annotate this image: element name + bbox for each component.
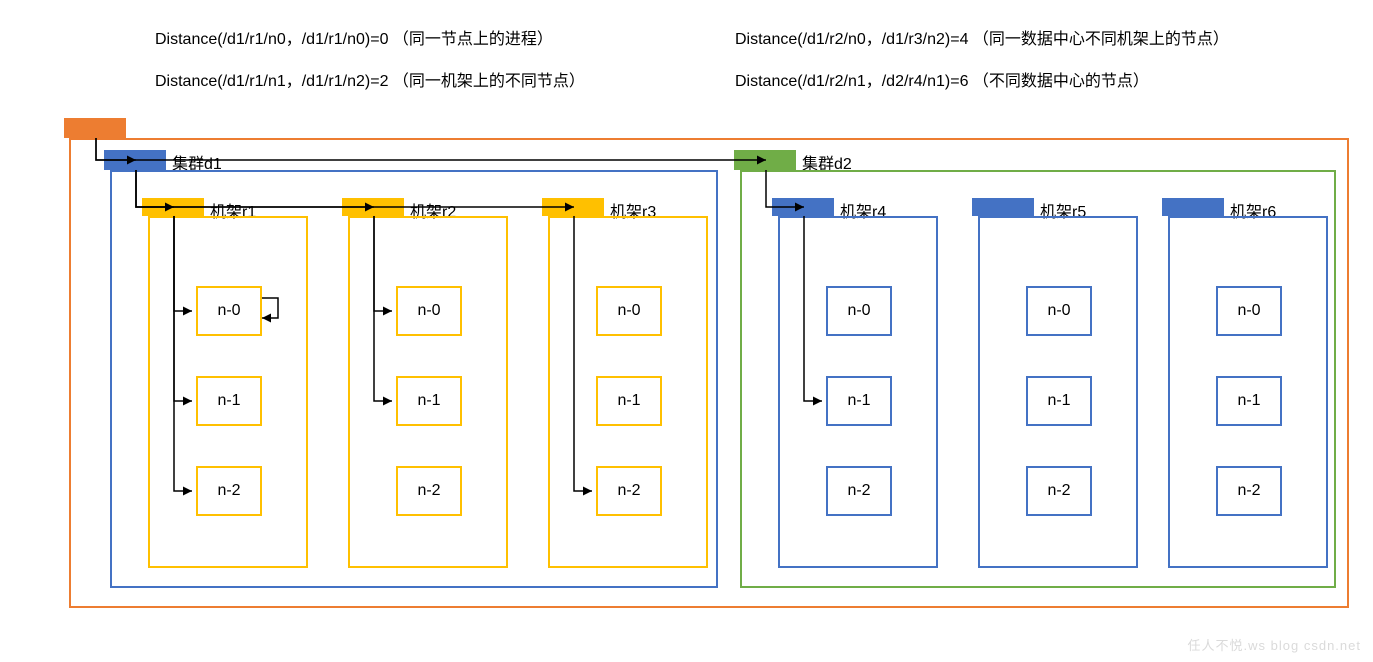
- node-r1-2: n-2: [196, 466, 262, 516]
- formula-d4: Distance(/d1/r2/n0，/d1/r3/n2)=4 （同一数据中心不…: [735, 25, 1295, 49]
- rack-tab-r5: [972, 198, 1034, 216]
- node-r6-1: n-1: [1216, 376, 1282, 426]
- formula-d6: Distance(/d1/r2/n1，/d2/r4/n1)=6 （不同数据中心的…: [735, 67, 1295, 91]
- network-topology-diagram: 集群d1集群d2机架r1n-0n-1n-2机架r2n-0n-1n-2机架r3n-…: [64, 118, 1354, 614]
- node-r4-0: n-0: [826, 286, 892, 336]
- rack-tab-r3: [542, 198, 604, 216]
- node-r1-0: n-0: [196, 286, 262, 336]
- node-r1-1: n-1: [196, 376, 262, 426]
- node-r5-1: n-1: [1026, 376, 1092, 426]
- root-tab: [64, 118, 126, 138]
- node-r4-1: n-1: [826, 376, 892, 426]
- node-r3-1: n-1: [596, 376, 662, 426]
- formula-row-1: Distance(/d1/r1/n0，/d1/r1/n0)=0 （同一节点上的进…: [155, 25, 1305, 49]
- rack-tab-r6: [1162, 198, 1224, 216]
- formula-row-2: Distance(/d1/r1/n1，/d1/r1/n2)=2 （同一机架上的不…: [155, 67, 1305, 91]
- formula-block: Distance(/d1/r1/n0，/d1/r1/n0)=0 （同一节点上的进…: [155, 25, 1305, 109]
- rack-tab-r2: [342, 198, 404, 216]
- node-r5-0: n-0: [1026, 286, 1092, 336]
- cluster-tab-d1: [104, 150, 166, 170]
- node-r3-0: n-0: [596, 286, 662, 336]
- rack-tab-r1: [142, 198, 204, 216]
- rack-tab-r4: [772, 198, 834, 216]
- node-r6-0: n-0: [1216, 286, 1282, 336]
- formula-d2: Distance(/d1/r1/n1，/d1/r1/n2)=2 （同一机架上的不…: [155, 67, 735, 91]
- formula-d0: Distance(/d1/r1/n0，/d1/r1/n0)=0 （同一节点上的进…: [155, 25, 735, 49]
- cluster-tab-d2: [734, 150, 796, 170]
- node-r6-2: n-2: [1216, 466, 1282, 516]
- node-r5-2: n-2: [1026, 466, 1092, 516]
- watermark: 任人不悦.ws blog csdn.net: [1188, 635, 1361, 654]
- node-r2-1: n-1: [396, 376, 462, 426]
- node-r4-2: n-2: [826, 466, 892, 516]
- node-r2-0: n-0: [396, 286, 462, 336]
- node-r3-2: n-2: [596, 466, 662, 516]
- node-r2-2: n-2: [396, 466, 462, 516]
